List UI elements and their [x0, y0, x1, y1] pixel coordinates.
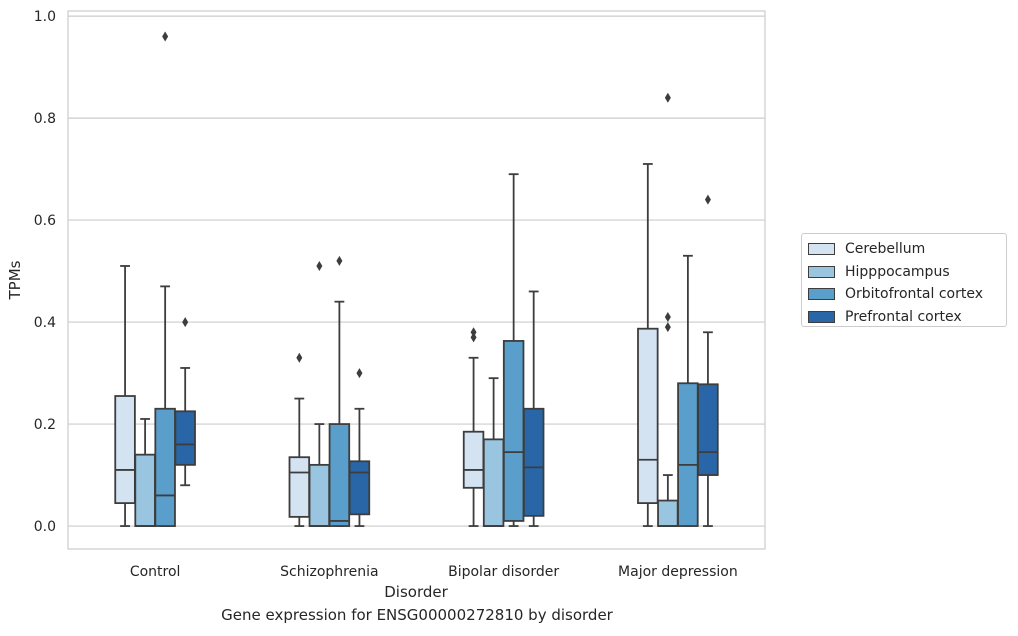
outlier-marker [664, 92, 671, 103]
legend-label: Prefrontal cortex [845, 308, 962, 325]
box [637, 327, 659, 505]
legend-swatch [808, 265, 835, 278]
box-group [154, 31, 176, 527]
box [288, 456, 311, 518]
box-group [134, 418, 156, 527]
outlier-marker [162, 31, 169, 42]
x-tick-label: Bipolar disorder [448, 564, 559, 580]
x-tick-label: Major depression [618, 564, 738, 580]
box-group [482, 377, 505, 527]
y-tick-labels: 0.0 0.2 0.4 0.6 0.8 1.0 [34, 9, 56, 535]
y-tick-label: 0.4 [34, 315, 56, 331]
box-group [348, 368, 371, 527]
outlier-marker [704, 194, 711, 205]
outlier-marker [296, 352, 303, 363]
box-group [502, 173, 525, 527]
x-axis-label: Disorder [384, 583, 448, 601]
box-group [522, 290, 545, 527]
box-group [697, 194, 719, 527]
box-group [328, 255, 351, 527]
legend: Cerebellum Hipppocampus Orbitofrontal cort… [801, 233, 1007, 327]
box [308, 463, 331, 527]
box [677, 382, 699, 527]
box [522, 407, 545, 517]
y-tick-label: 1.0 [34, 9, 56, 25]
figure-caption: Gene expression for ENSG00000272810 by d… [221, 606, 613, 624]
box-group [288, 352, 311, 527]
box [114, 395, 136, 505]
x-tick-labels: Control Schizophrenia Bipolar disorder Majo… [130, 564, 738, 580]
outlier-marker [664, 322, 671, 333]
box-groups [114, 31, 719, 527]
legend-item: Cerebellum [808, 238, 1000, 261]
outlier-marker [664, 311, 671, 322]
outlier-marker [470, 332, 477, 343]
box-group [657, 92, 679, 527]
legend-label: Orbitofrontal cortex [845, 286, 983, 303]
box [154, 407, 176, 527]
box-group [462, 327, 485, 527]
legend-label: Cerebellum [845, 241, 926, 258]
y-tick-label: 0.0 [34, 519, 56, 535]
legend-item: Prefrontal cortex [808, 306, 1000, 329]
outlier-marker [470, 327, 477, 338]
box [174, 410, 196, 466]
box-group [174, 317, 196, 487]
plot-area-frame [67, 10, 766, 550]
legend-label: Hipppocampus [845, 263, 950, 280]
y-tick-label: 0.2 [34, 417, 56, 433]
box-group [308, 260, 331, 527]
x-tick-label: Control [130, 564, 181, 580]
legend-item: Hipppocampus [808, 261, 1000, 284]
outlier-marker [182, 317, 189, 328]
outlier-marker [336, 255, 343, 266]
box [697, 383, 719, 476]
outlier-marker [356, 368, 363, 379]
y-tick-label: 0.6 [34, 213, 56, 229]
legend-swatch [808, 310, 835, 323]
y-axis-label: TPMs [6, 260, 24, 300]
box-group [114, 265, 136, 527]
box [348, 460, 371, 516]
box [482, 438, 505, 527]
box-group [637, 163, 659, 527]
x-tick-label: Schizophrenia [280, 564, 378, 580]
legend-item: Orbitofrontal cortex [808, 283, 1000, 306]
box [502, 340, 525, 522]
outlier-marker [316, 260, 323, 271]
box [657, 499, 679, 527]
box [134, 453, 156, 527]
legend-swatch [808, 243, 835, 256]
box [328, 423, 351, 527]
box [462, 430, 485, 489]
legend-swatch [808, 288, 835, 301]
y-tick-label: 0.8 [34, 111, 56, 127]
box-group [677, 254, 699, 527]
